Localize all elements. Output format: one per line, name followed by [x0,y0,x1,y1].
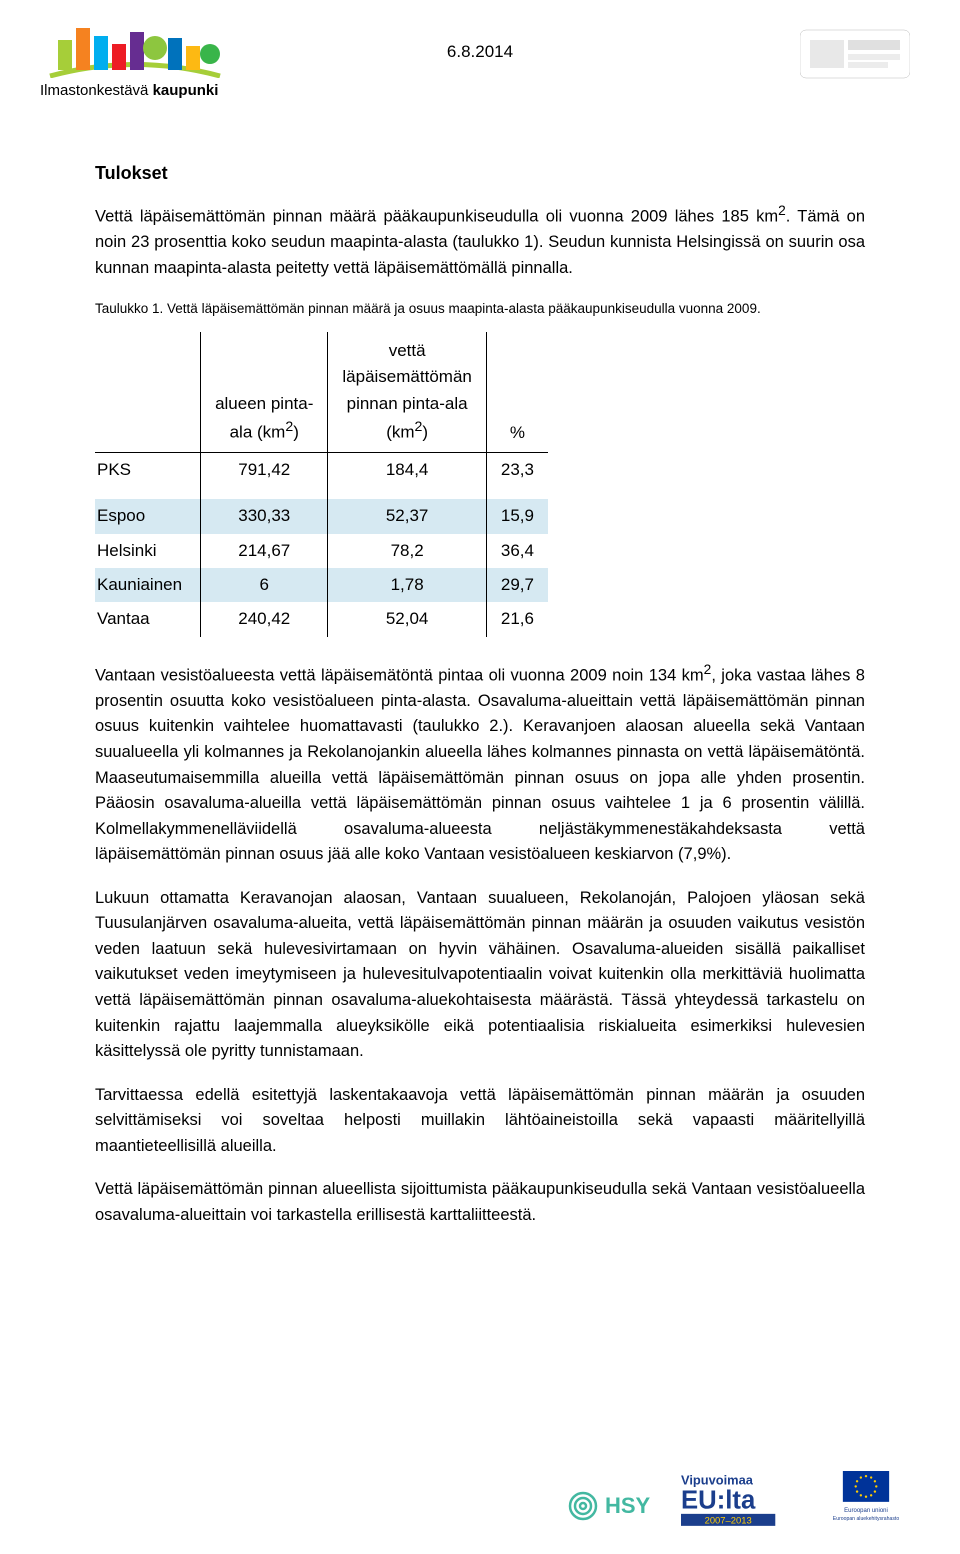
skyline-icon [40,18,230,78]
row-label: Espoo [95,499,201,533]
table-row: Kauniainen61,7829,7 [95,568,548,602]
row-percent: 21,6 [486,602,548,636]
row-percent: 29,7 [486,568,548,602]
eu-logo-icon: Euroopan unioni Euroopan aluekehitysraha… [827,1471,905,1536]
hsy-logo-icon: HSY [565,1481,655,1536]
row-area: 214,67 [201,534,328,568]
logo-text-1: Ilmastonkestävä [40,82,148,99]
page-header: Ilmastonkestävä kaupunki 6.8.2014 [0,0,960,130]
row-area: 330,33 [201,499,328,533]
hsy-badge [800,22,910,87]
logo-text-2: kaupunki [153,82,219,99]
table-row: Helsinki214,6778,236,4 [95,534,548,568]
paragraph-4: Tarvittaessa edellä esitettyjä laskentak… [95,1083,865,1160]
row-label: Vantaa [95,602,201,636]
row-impervious: 184,4 [328,453,486,488]
table-header-blank [95,332,201,453]
site-logo: Ilmastonkestävä kaupunki [40,18,230,99]
row-area: 240,42 [201,602,328,636]
svg-text:2007–2013: 2007–2013 [705,1514,752,1525]
row-impervious: 52,37 [328,499,486,533]
table-header-area: alueen pinta- ala (km2) [201,332,328,453]
svg-text:Euroopan aluekehitysrahasto: Euroopan aluekehitysrahasto [833,1516,900,1522]
paragraph-5: Vettä läpäisemättömän pinnan alueellista… [95,1177,865,1228]
row-area: 6 [201,568,328,602]
document-body: Tulokset Vettä läpäisemättömän pinnan mä… [0,160,960,1229]
paragraph-1: Vettä läpäisemättömän pinnan määrä pääka… [95,200,865,281]
svg-text:HSY: HSY [605,1493,651,1518]
table-caption: Taulukko 1. Vettä läpäisemättömän pinnan… [95,299,865,320]
row-impervious: 52,04 [328,602,486,636]
table-row: PKS791,42184,423,3 [95,453,548,488]
row-impervious: 1,78 [328,568,486,602]
svg-text:Vipuvoimaa: Vipuvoimaa [681,1473,754,1488]
table-row: Espoo330,3352,3715,9 [95,499,548,533]
svg-text:EU:lta: EU:lta [681,1487,756,1515]
table-header-impervious: vettä läpäisemättömän pinnan pinta-ala (… [328,332,486,453]
paragraph-2: Vantaan vesistöalueesta vettä läpäisemät… [95,659,865,868]
row-area: 791,42 [201,453,328,488]
row-percent: 36,4 [486,534,548,568]
paragraph-3: Lukuun ottamatta Keravanojan alaosan, Va… [95,886,865,1065]
row-label: PKS [95,453,201,488]
row-impervious: 78,2 [328,534,486,568]
row-label: Kauniainen [95,568,201,602]
footer-logos: HSY Vipuvoimaa EU:lta 2007–2013 Euroopan… [565,1471,905,1536]
logo-text: Ilmastonkestävä kaupunki [40,82,230,99]
table-header-percent: % [486,332,548,453]
svg-text:Euroopan unioni: Euroopan unioni [844,1508,888,1514]
row-percent: 15,9 [486,499,548,533]
data-table: alueen pinta- ala (km2) vettä läpäisemät… [95,332,548,637]
vipuvoimaa-logo-icon: Vipuvoimaa EU:lta 2007–2013 [681,1471,801,1536]
section-heading: Tulokset [95,160,865,188]
row-percent: 23,3 [486,453,548,488]
row-label: Helsinki [95,534,201,568]
table-row: Vantaa240,4252,0421,6 [95,602,548,636]
